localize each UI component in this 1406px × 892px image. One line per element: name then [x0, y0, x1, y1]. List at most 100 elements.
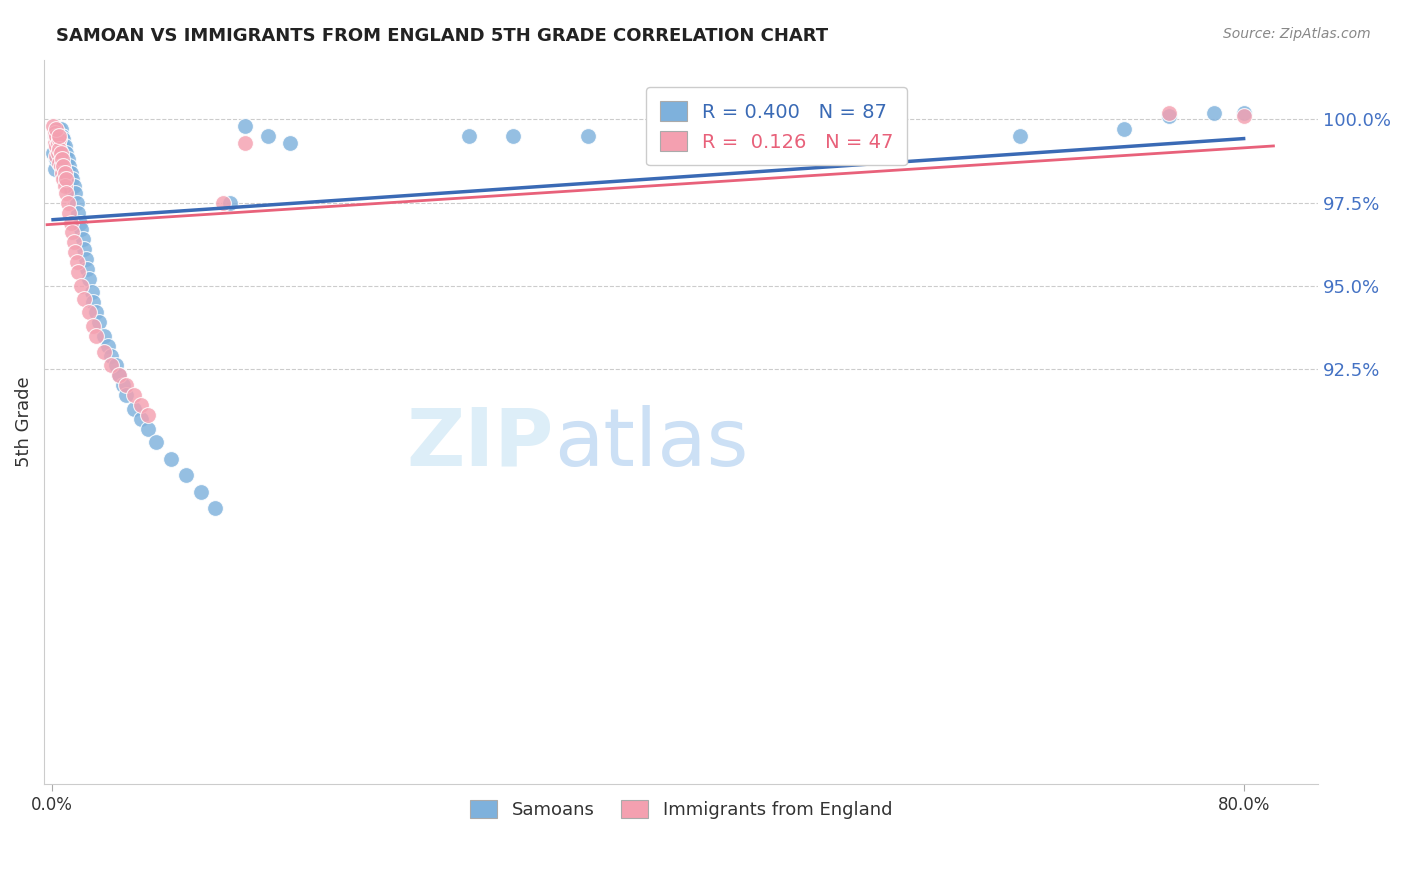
Point [63, 235, 86, 250]
Point [80, 285, 103, 300]
Y-axis label: 5th Grade: 5th Grade [15, 376, 32, 467]
Point [51, 129, 73, 144]
Point [53, 162, 76, 177]
Point [48, 145, 70, 160]
Point [104, 359, 127, 373]
Point [49, 132, 72, 146]
Point [53, 139, 76, 153]
Point [65, 245, 87, 260]
Point [49, 139, 72, 153]
Point [107, 368, 129, 383]
Point [93, 345, 115, 359]
Point [84, 328, 107, 343]
Point [100, 359, 122, 373]
Point [75, 252, 97, 266]
Point [59, 182, 82, 196]
Point [56, 153, 79, 167]
Text: Source: ZipAtlas.com: Source: ZipAtlas.com [1223, 27, 1371, 41]
Point [48, 136, 70, 150]
Point [52, 159, 75, 173]
Point [138, 409, 160, 423]
Point [89, 315, 111, 329]
Point [56, 195, 79, 210]
Point [278, 136, 301, 150]
Point [49, 145, 72, 160]
Point [73, 292, 96, 306]
Point [174, 468, 197, 483]
Point [77, 272, 100, 286]
Point [502, 129, 524, 144]
Text: atlas: atlas [554, 405, 748, 483]
Point [115, 388, 138, 402]
Point [51, 166, 73, 180]
Point [159, 451, 181, 466]
Point [55, 169, 77, 183]
Point [204, 501, 226, 516]
Point [51, 153, 73, 167]
Point [55, 155, 77, 169]
Text: SAMOAN VS IMMIGRANTS FROM ENGLAND 5TH GRADE CORRELATION CHART: SAMOAN VS IMMIGRANTS FROM ENGLAND 5TH GR… [56, 27, 828, 45]
Point [145, 434, 167, 449]
Point [59, 215, 82, 229]
Point [256, 129, 278, 144]
Point [233, 119, 256, 133]
Point [122, 388, 145, 402]
Point [42, 145, 65, 160]
Point [122, 401, 145, 416]
Point [42, 119, 65, 133]
Point [48, 126, 70, 140]
Point [70, 278, 93, 293]
Point [51, 145, 73, 160]
Point [45, 153, 67, 167]
Point [46, 139, 69, 153]
Point [48, 129, 70, 144]
Point [48, 122, 70, 136]
Point [46, 145, 69, 160]
Point [72, 232, 94, 246]
Point [49, 122, 72, 136]
Point [190, 484, 212, 499]
Point [44, 162, 66, 177]
Point [82, 318, 104, 333]
Point [45, 122, 67, 136]
Point [576, 129, 599, 144]
Point [67, 205, 90, 219]
Point [52, 149, 75, 163]
Point [53, 178, 76, 193]
Point [1010, 129, 1032, 144]
Point [100, 349, 122, 363]
Legend: Samoans, Immigrants from England: Samoans, Immigrants from England [463, 792, 900, 826]
Point [46, 122, 69, 136]
Point [1233, 109, 1256, 123]
Point [63, 178, 86, 193]
Point [58, 205, 80, 219]
Point [44, 129, 66, 144]
Point [115, 378, 138, 392]
Point [45, 139, 67, 153]
Point [48, 132, 70, 146]
Point [129, 398, 152, 412]
Point [112, 378, 135, 392]
Point [1159, 105, 1181, 120]
Point [1114, 122, 1136, 136]
Point [49, 129, 72, 144]
Point [46, 129, 69, 144]
Point [1233, 105, 1256, 120]
Point [815, 129, 838, 144]
Point [67, 265, 90, 279]
Point [49, 145, 72, 160]
Point [65, 186, 87, 200]
Point [66, 255, 89, 269]
Point [52, 132, 75, 146]
Point [66, 195, 89, 210]
Point [62, 172, 84, 186]
Point [48, 142, 70, 156]
Point [48, 129, 70, 144]
Point [107, 368, 129, 383]
Point [45, 129, 67, 144]
Point [45, 129, 67, 144]
Point [44, 126, 66, 140]
Point [53, 166, 76, 180]
Point [138, 422, 160, 436]
Point [45, 149, 67, 163]
